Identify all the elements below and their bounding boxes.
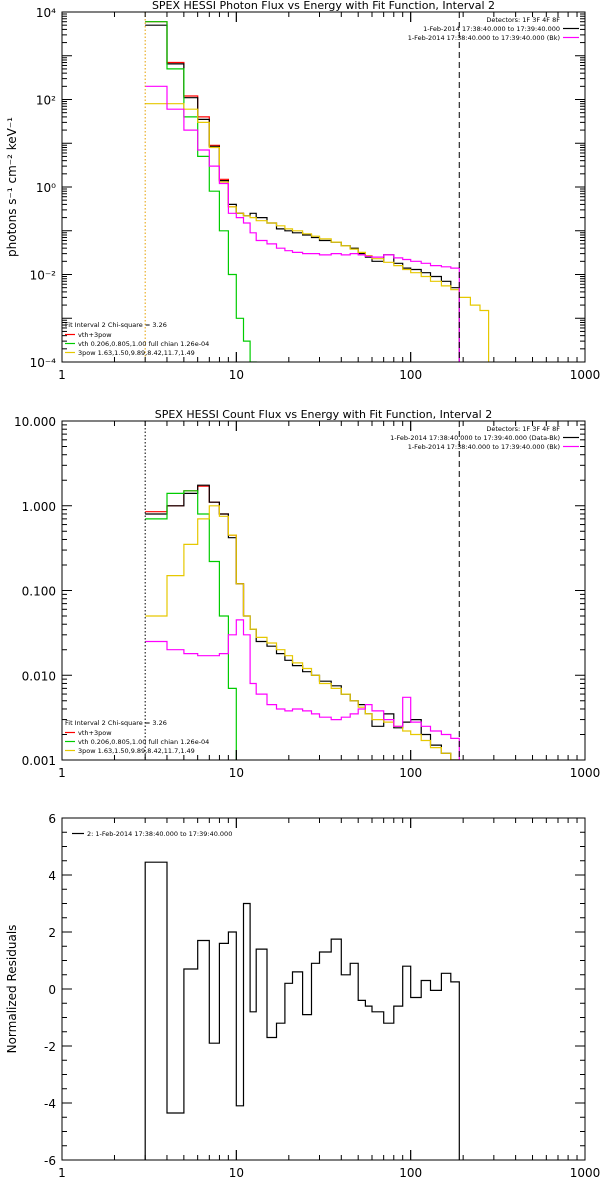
x-tick-label: 1 — [58, 766, 66, 780]
y-axis-label: photons s⁻¹ cm⁻² keV⁻¹ — [5, 117, 19, 257]
legend-left-text: 3pow 1.63,1.50,9.89,8.42,11.7,1.49 — [78, 349, 195, 357]
series-line-4 — [145, 619, 460, 760]
x-tick-label: 1 — [58, 1166, 66, 1180]
series-line-0 — [144, 861, 460, 1160]
y-tick-label: -4 — [44, 1097, 56, 1111]
y-tick-label: 10⁴ — [36, 6, 56, 20]
x-tick-label: 100 — [399, 1166, 422, 1180]
residuals-panel: Normalized Residuals 1 10 100 1000 -6 -4 -2 0 2 4 6… — [5, 812, 600, 1180]
legend-left-text: vth 0.206,0.805,1.00 full chian 1.26e-04 — [78, 738, 209, 746]
chart-title: SPEX HESSI Photon Flux vs Energy with Fi… — [152, 0, 495, 12]
legend-top-text: 2: 1-Feb-2014 17:38:40.000 to 17:39:40.0… — [87, 830, 232, 838]
legend-left-text: 3pow 1.63,1.50,9.89,8.42,11.7,1.49 — [78, 747, 195, 755]
legend-left-text: vth 0.206,0.805,1.00 full chian 1.26e-04 — [78, 340, 209, 348]
y-tick-label: 0 — [48, 983, 56, 997]
count-flux-panel: SPEX HESSI Count Flux vs Energy with Fit… — [14, 408, 600, 780]
plot-frame — [61, 11, 586, 363]
y-tick-label: 10² — [36, 94, 56, 108]
y-tick-label: 10⁻⁴ — [30, 356, 57, 370]
y-tick-label: -6 — [44, 1154, 56, 1168]
plot-frame — [61, 420, 586, 761]
y-tick-label: 2 — [48, 926, 56, 940]
x-tick-label: 1000 — [570, 1166, 600, 1180]
legend-right-text: 1-Feb-2014 17:38:40.000 to 17:39:40.000 … — [390, 434, 560, 442]
series-line-1 — [145, 484, 460, 760]
y-tick-label: 0.001 — [22, 754, 56, 768]
chart-title: SPEX HESSI Count Flux vs Energy with Fit… — [155, 408, 492, 421]
legend-left-title: Fit Interval 2 Chi-square = 3.26 — [65, 321, 167, 329]
plot-frame — [61, 817, 586, 1161]
series-group — [145, 484, 460, 760]
photon-flux-panel: SPEX HESSI Photon Flux vs Energy with Fi… — [5, 0, 600, 382]
series-line-1 — [145, 24, 460, 362]
legend-right-text: Detectors: 1F 3F 4F 8F — [486, 425, 560, 433]
y-tick-label: -2 — [44, 1040, 56, 1054]
legend-right-text: 1-Feb-2014 17:38:40.000 to 17:39:40.000 … — [408, 443, 560, 451]
x-tick-label: 1000 — [570, 766, 600, 780]
x-tick-label: 10 — [229, 368, 244, 382]
x-tick-label: 10 — [229, 766, 244, 780]
y-tick-label: 0.010 — [22, 669, 56, 683]
x-tick-label: 1 — [58, 368, 66, 382]
series-line-3 — [145, 103, 490, 362]
series-group — [145, 21, 490, 362]
x-tick-label: 100 — [399, 368, 422, 382]
legend-right-text: Detectors: 1F 3F 4F 8F — [486, 16, 560, 24]
x-tick-label: 100 — [399, 766, 422, 780]
legend-left-text: vth+3pow — [78, 729, 112, 737]
legend-right-text: 1-Feb-2014 17:38:40.000 to 17:39:40.000 — [423, 25, 560, 33]
y-tick-label: 4 — [48, 869, 56, 883]
x-tick-label: 10 — [229, 1166, 244, 1180]
legend-left-title: Fit Interval 2 Chi-square = 3.26 — [65, 719, 167, 727]
y-tick-label: 10⁻² — [30, 269, 57, 283]
y-tick-label: 10⁰ — [36, 181, 56, 195]
legend-left-text: vth+3pow — [78, 331, 112, 339]
y-tick-label: 6 — [48, 812, 56, 826]
y-tick-label: 0.100 — [22, 585, 56, 599]
series-line-3 — [145, 505, 460, 760]
x-tick-label: 1000 — [570, 368, 600, 382]
legend-right-text: 1-Feb-2014 17:38:40.000 to 17:39:40.000 … — [408, 34, 560, 42]
series-line-2 — [145, 21, 257, 362]
series-line-0 — [145, 485, 245, 616]
y-tick-label: 1.000 — [22, 500, 56, 514]
series-group — [144, 861, 460, 1160]
series-line-4 — [145, 85, 460, 362]
y-tick-label: 10.000 — [14, 415, 56, 429]
y-axis-label: Normalized Residuals — [5, 925, 19, 1054]
